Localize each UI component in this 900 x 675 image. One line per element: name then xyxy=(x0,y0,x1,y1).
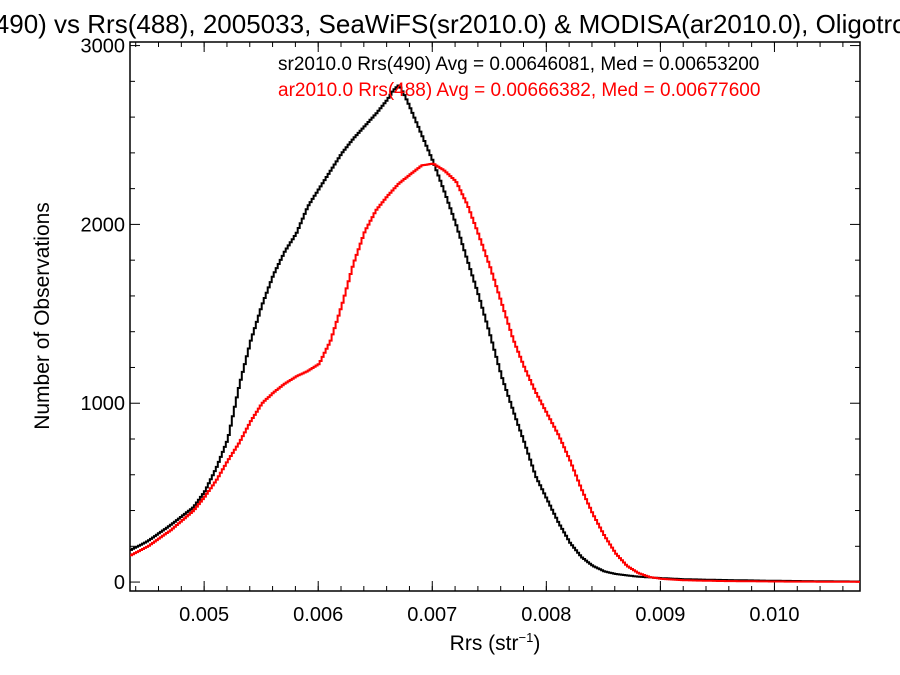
y-tick-label-3: 3000 xyxy=(81,36,126,58)
y-tick-label-1: 1000 xyxy=(81,393,126,415)
x-axis-label-superscript: −1 xyxy=(519,630,534,645)
x-axis-label: Rrs (str−1) xyxy=(450,630,541,655)
x-tick-label-1: 0.006 xyxy=(293,604,343,626)
legend-entry-ar2010: ar2010.0 Rrs(488) Avg = 0.00666382, Med … xyxy=(278,80,760,101)
x-tick-label-0: 0.005 xyxy=(179,604,229,626)
x-tick-label-5: 0.010 xyxy=(749,604,799,626)
series-line-ar2010-rrs488 xyxy=(130,162,860,583)
legend-entry-sr2010: sr2010.0 Rrs(490) Avg = 0.00646081, Med … xyxy=(278,54,759,75)
x-axis-label-close: ) xyxy=(533,632,540,655)
x-axis-ticks: 0.005 0.006 0.007 0.008 0.009 0.010 xyxy=(135,42,844,626)
x-axis-label-main: Rrs (str xyxy=(450,632,519,655)
plot-frame xyxy=(129,41,861,592)
y-axis-ticks: 0 1000 2000 3000 xyxy=(81,36,860,594)
x-tick-label-4: 0.009 xyxy=(635,604,685,626)
series-line-sr2010-rrs490 xyxy=(130,84,860,583)
y-tick-label-2: 2000 xyxy=(81,214,126,236)
axes: 0.005 0.006 0.007 0.008 0.009 0.010 0 1000 2000… xyxy=(81,36,861,626)
chart-title: Rrs(490) vs Rrs(488), 2005033, SeaWiFS(s… xyxy=(0,9,900,39)
x-tick-label-2: 0.007 xyxy=(407,604,457,626)
y-tick-label-0: 0 xyxy=(114,572,125,594)
y-axis-label: Number of Observations xyxy=(31,202,54,430)
x-tick-label-3: 0.008 xyxy=(521,604,571,626)
